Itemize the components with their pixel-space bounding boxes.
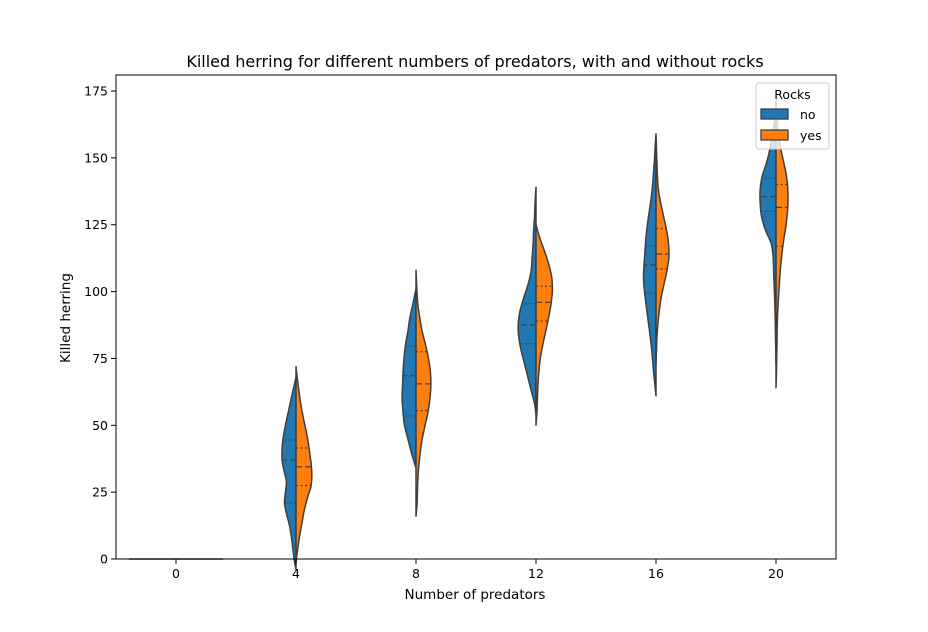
y-axis-label: Killed herring [58, 273, 74, 363]
y-tick-label: 0 [100, 552, 108, 567]
y-tick-label: 125 [84, 217, 108, 232]
y-tick-label: 150 [84, 150, 108, 165]
violin-no-4 [281, 376, 297, 571]
violin-yes-12 [535, 224, 554, 427]
legend-title: Rocks [774, 87, 810, 102]
violin-half-no-12 [517, 186, 537, 416]
x-tick-label: 0 [172, 566, 180, 581]
axes: 0 4 8 12 16 20 0 25 50 75 100 125 150 175 [84, 74, 837, 581]
x-tick-label: 12 [528, 566, 544, 581]
violin-no-16 [642, 133, 657, 397]
x-tick-label: 16 [648, 566, 664, 581]
legend-swatch-no [760, 108, 789, 120]
legend-swatch-yes [760, 129, 789, 141]
y-tick-label: 25 [92, 485, 108, 500]
y-tick-label: 175 [84, 84, 108, 99]
violin-half-yes-4 [295, 365, 313, 563]
x-axis-label: Number of predators [405, 587, 546, 603]
legend-label-yes: yes [800, 128, 822, 143]
violin-half-yes-16 [655, 135, 670, 365]
x-tick-label: 4 [292, 566, 300, 581]
violin-yes-4 [295, 365, 313, 563]
y-tick-label: 100 [84, 284, 108, 299]
y-tick-label: 75 [92, 351, 108, 366]
legend: Rocks no yes [755, 82, 830, 150]
plot-area [128, 100, 789, 571]
violin-no-8 [401, 288, 417, 469]
violin-half-yes-8 [415, 269, 432, 517]
violin-half-yes-12 [535, 224, 554, 427]
axes-frame [115, 74, 837, 560]
violin-yes-8 [415, 269, 432, 517]
violin-half-no-4 [281, 376, 297, 571]
violin-half-no-8 [401, 288, 417, 469]
x-tick-label: 8 [412, 566, 420, 581]
chart-title: Killed herring for different numbers of … [186, 52, 763, 71]
violin-half-no-16 [642, 133, 657, 397]
legend-label-no: no [800, 107, 816, 122]
violin-no-12 [517, 186, 537, 416]
violin-yes-16 [655, 135, 670, 365]
y-tick-label: 50 [92, 418, 108, 433]
x-tick-label: 20 [768, 566, 784, 581]
